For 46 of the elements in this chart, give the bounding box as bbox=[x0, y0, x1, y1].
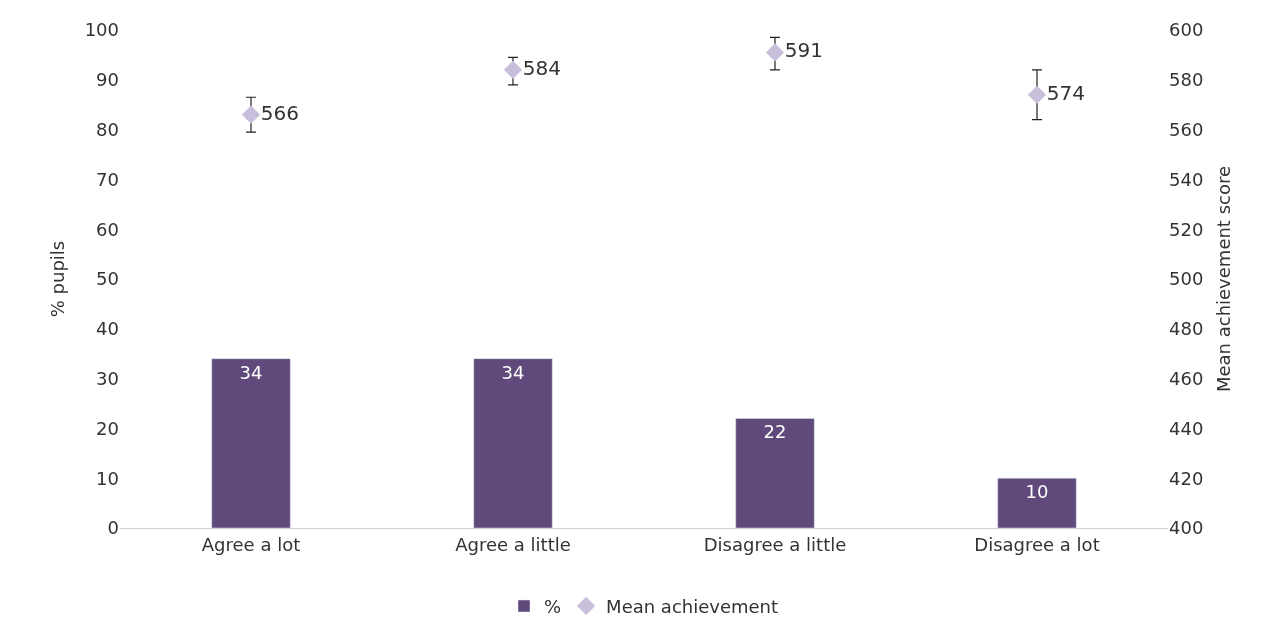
y2-tick-label: 500 bbox=[1169, 268, 1204, 290]
legend-label: % bbox=[544, 595, 562, 617]
data-label: 10 bbox=[1025, 481, 1049, 503]
y2-tick-label: 440 bbox=[1169, 417, 1204, 439]
y-tick-label: 100 bbox=[84, 19, 119, 41]
data-label: 34 bbox=[501, 361, 525, 383]
y-tick-label: 40 bbox=[96, 318, 119, 340]
data-label: 591 bbox=[784, 38, 823, 63]
x-tick-label: Disagree a little bbox=[703, 533, 847, 555]
point bbox=[1027, 85, 1047, 104]
point bbox=[503, 60, 523, 79]
y2-axis-title: Mean achievement score bbox=[1213, 165, 1235, 393]
legend-label: Mean achievement bbox=[606, 595, 779, 617]
x-tick-label: Disagree a lot bbox=[974, 533, 1100, 555]
bar bbox=[211, 358, 291, 528]
data-label: 34 bbox=[239, 361, 263, 383]
y2-tick-label: 580 bbox=[1169, 69, 1204, 91]
y2-tick-label: 460 bbox=[1169, 367, 1204, 389]
y-tick-label: 30 bbox=[96, 367, 119, 389]
data-label: 574 bbox=[1046, 80, 1085, 105]
y2-tick-label: 520 bbox=[1169, 218, 1204, 240]
bar bbox=[997, 477, 1077, 528]
data-label: 566 bbox=[260, 100, 299, 125]
y2-tick-label: 480 bbox=[1169, 318, 1204, 340]
y-tick-label: 80 bbox=[96, 118, 119, 140]
y-tick-label: 50 bbox=[96, 268, 119, 290]
y2-tick-label: 420 bbox=[1169, 467, 1204, 489]
y-tick-label: 10 bbox=[96, 467, 119, 489]
y2-tick-label: 540 bbox=[1169, 168, 1204, 190]
y-tick-label: 70 bbox=[96, 168, 119, 190]
data-label: 22 bbox=[763, 421, 787, 443]
x-tick-label: Agree a lot bbox=[201, 533, 301, 555]
data-label: 584 bbox=[522, 55, 561, 80]
y-axis-title: % pupils bbox=[46, 240, 68, 318]
y2-tick-label: 600 bbox=[1169, 19, 1204, 41]
y-tick-label: 60 bbox=[96, 218, 119, 240]
y2-tick-label: 560 bbox=[1169, 118, 1204, 140]
bar bbox=[473, 358, 553, 528]
y-tick-label: 20 bbox=[96, 417, 119, 439]
bar bbox=[735, 418, 815, 528]
y2-tick-label: 400 bbox=[1169, 517, 1204, 539]
x-tick-label: Agree a little bbox=[455, 533, 571, 555]
point bbox=[765, 43, 785, 62]
y-tick-label: 0 bbox=[107, 517, 119, 539]
y-tick-label: 90 bbox=[96, 69, 119, 91]
point bbox=[241, 105, 261, 124]
